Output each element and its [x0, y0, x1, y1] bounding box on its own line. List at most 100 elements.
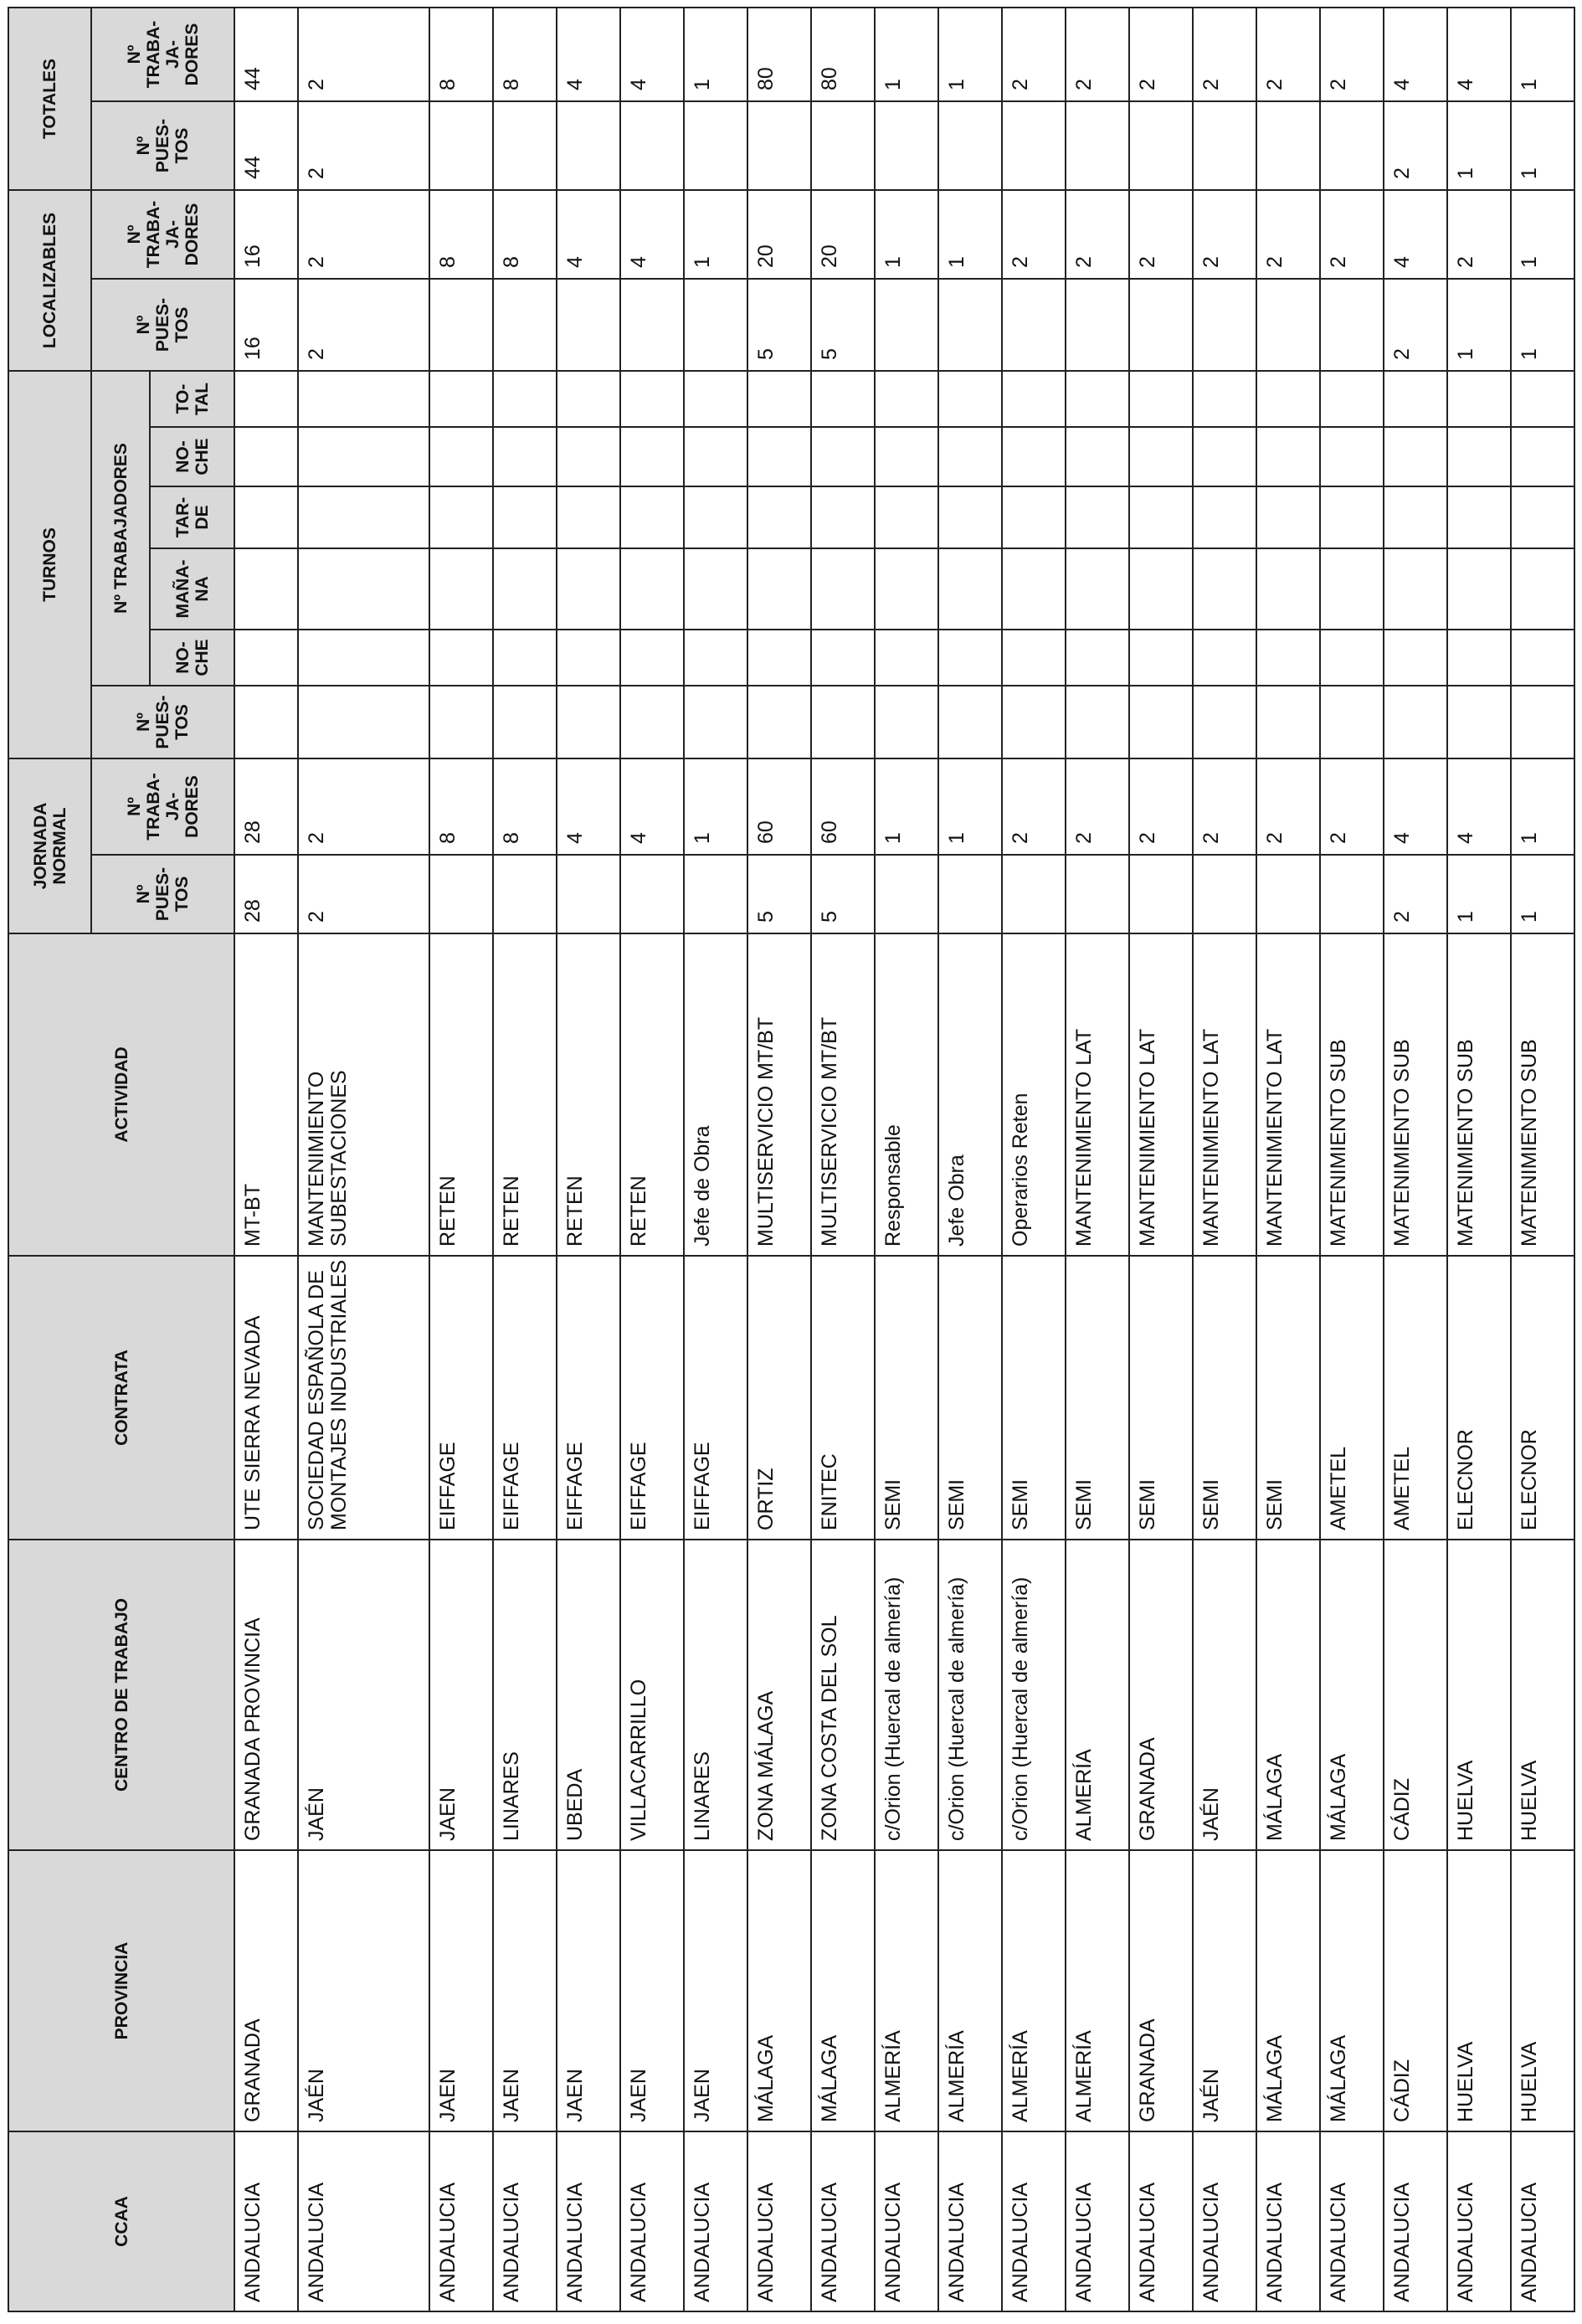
cell-tot-trabajadores: 4 [620, 7, 684, 101]
cell-turnos-total [620, 370, 684, 427]
cell-jn-puestos [684, 855, 747, 933]
cell-jn-puestos: 2 [298, 855, 429, 933]
header-total: TO- TAL [150, 370, 234, 427]
cell-jn-puestos: 28 [234, 855, 298, 933]
table-row: ANDALUCIA GRANADA GRANADA SEMI MANTENIMIENTO… [1129, 7, 1193, 2311]
cell-turnos-total [1447, 370, 1511, 427]
cell-tot-trabajadores: 4 [1384, 7, 1447, 101]
cell-turnos-noche-2 [1511, 427, 1574, 486]
cell-turnos-puestos [1193, 686, 1256, 758]
cell-turnos-total [684, 370, 747, 427]
cell-turnos-tarde [1384, 486, 1447, 548]
cell-turnos-noche [1511, 630, 1574, 686]
cell-provincia: CÁDIZ [1384, 1850, 1447, 2131]
cell-turnos-noche [811, 630, 875, 686]
table-row: ANDALUCIA ALMERÍA c/Orion (Huercal de alme… [875, 7, 938, 2311]
cell-turnos-manana [1511, 548, 1574, 630]
cell-tot-puestos [1320, 100, 1384, 190]
cell-turnos-tarde [1129, 486, 1193, 548]
cell-contrata: SEMI [1129, 1256, 1193, 1540]
cell-jn-trabajadores: 4 [620, 758, 684, 855]
cell-turnos-noche [429, 630, 493, 686]
cell-tot-puestos: 2 [298, 100, 429, 190]
cell-jn-trabajadores: 2 [1320, 758, 1384, 855]
cell-jn-trabajadores: 4 [1384, 758, 1447, 855]
header-noche: NO- CHE [150, 630, 234, 686]
table-row: ANDALUCIA JAEN LINARES EIFFAGE RETEN 8 8 8 [493, 7, 557, 2311]
cell-tot-trabajadores: 4 [1447, 7, 1511, 101]
cell-turnos-noche-2 [684, 427, 747, 486]
cell-turnos-total [1193, 370, 1256, 427]
cell-ccaa: ANDALUCIA [1066, 2131, 1129, 2311]
cell-ccaa: ANDALUCIA [429, 2131, 493, 2311]
cell-provincia: MÁLAGA [1256, 1850, 1320, 2131]
table-row: ANDALUCIA MÁLAGA MÁLAGA AMETEL MATENIMIENTO … [1320, 7, 1384, 2311]
cell-turnos-total [1384, 370, 1447, 427]
cell-provincia: MÁLAGA [1320, 1850, 1384, 2131]
cell-jn-trabajadores: 8 [493, 758, 557, 855]
cell-turnos-noche-2 [493, 427, 557, 486]
cell-provincia: JAEN [557, 1850, 620, 2131]
cell-turnos-puestos [1002, 686, 1066, 758]
cell-loc-trabajadores: 1 [875, 189, 938, 279]
cell-actividad: RETEN [493, 933, 557, 1256]
cell-tot-puestos: 44 [234, 100, 298, 190]
cell-jn-trabajadores: 4 [1447, 758, 1511, 855]
cell-loc-trabajadores: 1 [1511, 189, 1574, 279]
table-body: ANDALUCIA GRANADA GRANADA PROVINCIA UTE SIE… [234, 7, 1574, 2311]
cell-turnos-total [938, 370, 1002, 427]
cell-provincia: JAEN [493, 1850, 557, 2131]
cell-contrata: EIFFAGE [429, 1256, 493, 1540]
table-row: ANDALUCIA JAEN VILLACARRILLO EIFFAGE RETEN 4 4… [620, 7, 684, 2311]
cell-turnos-tarde [493, 486, 557, 548]
cell-tot-puestos [938, 100, 1002, 190]
cell-tot-trabajadores: 2 [1256, 7, 1320, 101]
cell-turnos-puestos [811, 686, 875, 758]
cell-turnos-tarde [938, 486, 1002, 548]
cell-turnos-manana [1447, 548, 1511, 630]
cell-loc-trabajadores: 2 [1193, 189, 1256, 279]
cell-turnos-total [1320, 370, 1384, 427]
cell-turnos-noche-2 [620, 427, 684, 486]
cell-turnos-noche-2 [1256, 427, 1320, 486]
cell-jn-trabajadores: 1 [684, 758, 747, 855]
cell-jn-trabajadores: 60 [747, 758, 811, 855]
cell-turnos-puestos [1066, 686, 1129, 758]
cell-turnos-puestos [1384, 686, 1447, 758]
cell-tot-trabajadores: 8 [429, 7, 493, 101]
cell-tot-puestos [1129, 100, 1193, 190]
cell-loc-trabajadores: 2 [1066, 189, 1129, 279]
cell-loc-trabajadores: 1 [684, 189, 747, 279]
cell-jn-puestos [1193, 855, 1256, 933]
workforce-table: CCAA PROVINCIA CENTRO DE TRABAJO CONTRAT… [8, 7, 1575, 2312]
cell-turnos-puestos [557, 686, 620, 758]
cell-ccaa: ANDALUCIA [938, 2131, 1002, 2311]
cell-provincia: JAEN [620, 1850, 684, 2131]
cell-jn-puestos [1256, 855, 1320, 933]
cell-turnos-total [234, 370, 298, 427]
cell-turnos-noche-2 [1129, 427, 1193, 486]
cell-ccaa: ANDALUCIA [1256, 2131, 1320, 2311]
cell-provincia: ALMERÍA [938, 1850, 1002, 2131]
cell-loc-trabajadores: 1 [938, 189, 1002, 279]
cell-turnos-noche [1447, 630, 1511, 686]
cell-turnos-total [493, 370, 557, 427]
header-actividad: ACTIVIDAD [8, 933, 234, 1256]
cell-turnos-total [557, 370, 620, 427]
cell-centro: MÁLAGA [1320, 1540, 1384, 1850]
cell-ccaa: ANDALUCIA [1320, 2131, 1384, 2311]
cell-ccaa: ANDALUCIA [1193, 2131, 1256, 2311]
cell-actividad: MANTENIMIENTO LAT [1256, 933, 1320, 1256]
cell-provincia: HUELVA [1447, 1850, 1511, 2131]
cell-actividad: MATENIMIENTO SUB [1511, 933, 1574, 1256]
cell-loc-trabajadores: 2 [1320, 189, 1384, 279]
cell-centro: LINARES [493, 1540, 557, 1850]
cell-jn-trabajadores: 2 [1256, 758, 1320, 855]
cell-jn-puestos: 5 [747, 855, 811, 933]
cell-turnos-noche-2 [938, 427, 1002, 486]
cell-tot-puestos [429, 100, 493, 190]
header-jn-puestos: Nº PUES- TOS [91, 855, 234, 933]
cell-provincia: JAEN [429, 1850, 493, 2131]
cell-loc-puestos [1002, 278, 1066, 371]
cell-ccaa: ANDALUCIA [1129, 2131, 1193, 2311]
